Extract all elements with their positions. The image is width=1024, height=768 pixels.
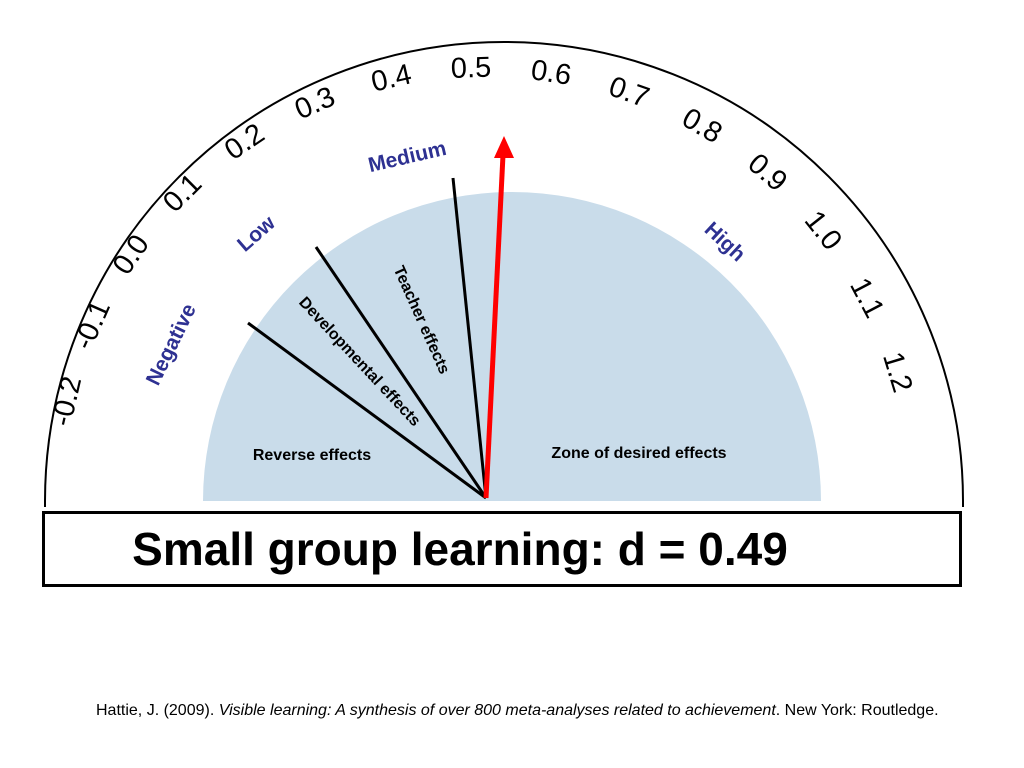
sector-divider [451,177,488,499]
zone-label-medium: Medium [366,137,448,177]
tick-label: 0.0 [107,229,156,280]
reverse-effects-label: Reverse effects [253,447,371,464]
needle-shaft [483,154,506,499]
tick-label: 0.2 [219,118,270,167]
title-box: Small group learning: d = 0.49 [42,511,962,587]
tick-label: 0.4 [368,58,414,98]
desired-effects-label: Zone of desired effects [551,445,726,462]
needle-head [494,136,514,158]
gauge-inner-fill [203,192,821,501]
zone-label-high: High [700,218,750,267]
needle-arrow [483,136,514,499]
sector-divider [314,246,488,499]
tick-label: 0.8 [676,102,727,150]
zone-label-negative: Negative [142,300,201,389]
barometer-gauge: -0.2-0.10.00.10.20.30.4 0.5 0.6 0.70.80.91.… [44,41,964,507]
tick-label: 1.0 [798,205,848,256]
tick-label: 0.3 [290,81,340,126]
tick-label: 0.9 [742,148,793,199]
tick-label: 1.1 [843,273,890,324]
tick-label: -0.2 [46,373,88,429]
citation-author: Hattie, J. (2009). [96,702,219,719]
tick-label: 0.1 [157,168,208,219]
tick-label: -0.1 [68,296,117,355]
sector-dividers [247,177,488,500]
citation: Hattie, J. (2009). Visible learning: A s… [96,699,976,722]
tick-label: 0.7 [605,71,654,115]
citation-work: Visible learning: A synthesis of over 80… [218,702,776,719]
page-title: Small group learning: d = 0.49 [132,523,788,575]
gauge-outer-arc [44,41,964,502]
tick-label: 0.5 [450,52,491,85]
tick-label: 1.2 [876,348,918,396]
zone-label-low: Low [233,211,280,256]
tick-label: 0.6 [529,54,574,92]
citation-publisher: . New York: Routledge. [775,702,939,719]
sector-divider [247,321,487,500]
